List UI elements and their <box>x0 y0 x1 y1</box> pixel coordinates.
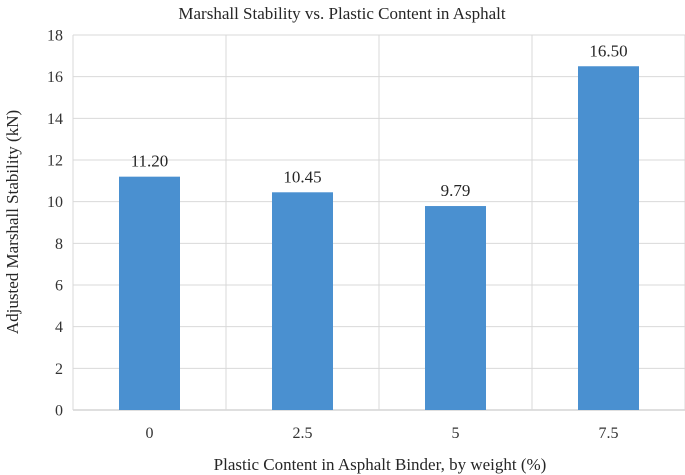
x-tick-label: 2.5 <box>293 425 313 442</box>
x-tick-label: 5 <box>452 425 460 442</box>
bar <box>578 66 639 410</box>
data-label: 9.79 <box>441 181 471 200</box>
data-labels: 11.20 10.45 9.79 16.50 <box>131 41 628 200</box>
data-label: 11.20 <box>131 152 169 171</box>
y-tick-label: 8 <box>55 236 63 253</box>
y-tick-label: 6 <box>55 278 63 295</box>
y-tick-label: 18 <box>47 28 63 45</box>
y-tick-label: 0 <box>55 403 63 420</box>
y-tick-label: 14 <box>47 111 63 128</box>
x-tick-label: 0 <box>146 425 154 442</box>
bar <box>272 192 333 410</box>
chart-title: Marshall Stability vs. Plastic Content i… <box>178 4 506 23</box>
bar <box>119 176 180 410</box>
x-axis-title: Plastic Content in Asphalt Binder, by we… <box>214 455 547 474</box>
y-tick-label: 12 <box>47 153 63 170</box>
data-label: 10.45 <box>283 167 321 186</box>
y-tick-label: 2 <box>55 361 63 378</box>
data-label: 16.50 <box>589 41 627 60</box>
x-axis-ticks: 0 2.5 5 7.5 <box>146 425 619 442</box>
bars <box>119 66 639 410</box>
y-tick-label: 4 <box>55 319 63 336</box>
y-axis-title: Adjusted Marshall Stability (kN) <box>3 110 22 334</box>
x-tick-label: 7.5 <box>599 425 619 442</box>
y-axis-ticks: 0 2 4 6 8 10 12 14 16 18 <box>47 28 63 420</box>
y-tick-label: 16 <box>47 69 63 86</box>
bar <box>425 206 486 410</box>
y-tick-label: 10 <box>47 194 63 211</box>
